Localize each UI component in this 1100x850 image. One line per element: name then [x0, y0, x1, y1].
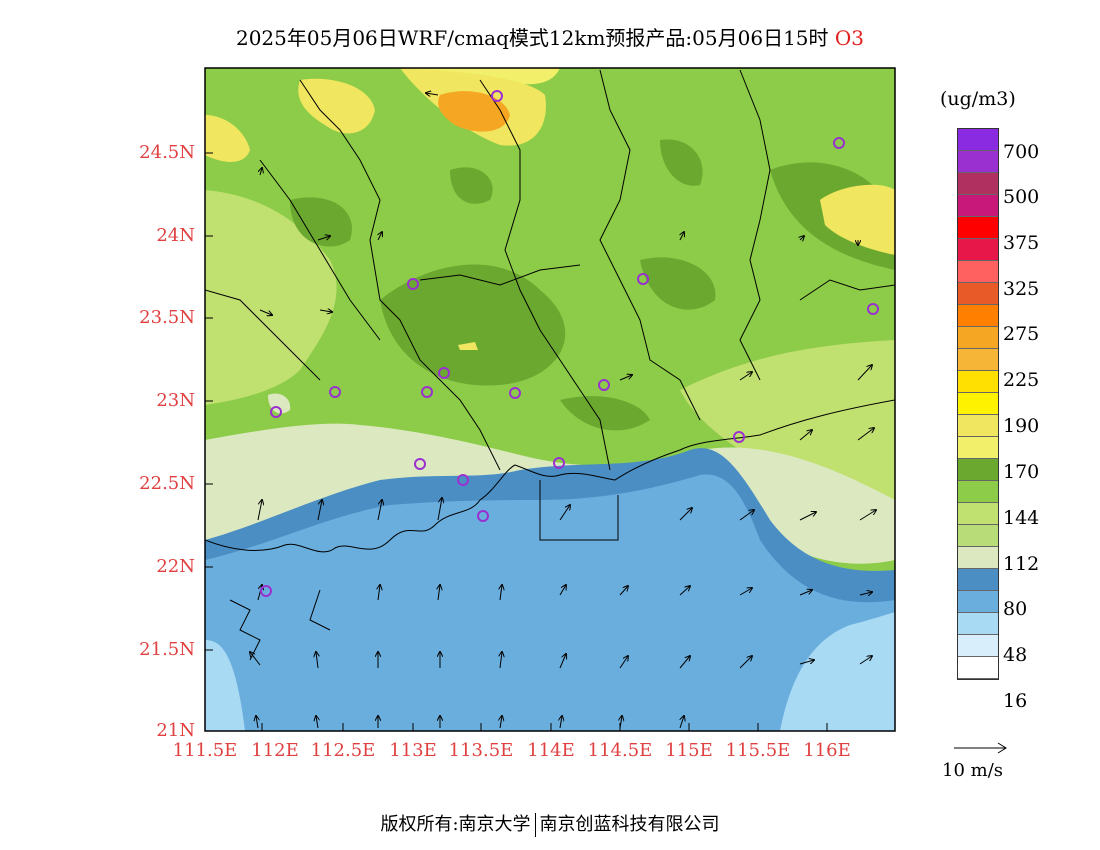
field-light-green-west — [205, 190, 337, 405]
lon-label: 113E — [389, 740, 437, 761]
colorbar-swatch — [958, 261, 998, 283]
colorbar-swatch — [958, 239, 998, 261]
lat-label: 21.5N — [139, 639, 195, 660]
colorbar-label: 144 — [1003, 507, 1040, 529]
colorbar-label: 170 — [1003, 461, 1040, 483]
colorbar-swatch — [958, 349, 998, 371]
field-blue-light-east — [780, 612, 895, 731]
colorbar-swatch — [958, 173, 998, 195]
lat-label: 24.5N — [139, 142, 195, 163]
colorbar-swatch — [958, 283, 998, 305]
admin-boundaries — [205, 69, 895, 661]
colorbar-label: 112 — [1003, 553, 1040, 575]
lon-label: 115E — [665, 740, 713, 761]
field-dark-green-ne — [640, 257, 716, 310]
field-yellow-east — [820, 184, 895, 255]
colorbar-label: 275 — [1003, 323, 1040, 345]
colorbar-swatch — [958, 415, 998, 437]
lat-label: 22N — [156, 556, 195, 577]
colorbar-swatch — [958, 459, 998, 481]
colorbar-label: 225 — [1003, 369, 1040, 391]
copyright-footer: 版权所有:南京大学 南京创蓝科技有限公司 — [0, 810, 1100, 837]
colorbar-swatch — [958, 525, 998, 547]
lat-label: 24N — [156, 225, 195, 246]
lon-label: 114E — [527, 740, 575, 761]
plot-frame — [204, 67, 896, 732]
colorbar — [957, 128, 999, 680]
colorbar-label: 325 — [1003, 278, 1040, 300]
colorbar-swatch — [958, 371, 998, 393]
colorbar-swatch — [958, 327, 998, 349]
field-orange-north — [438, 91, 510, 132]
footer-right: 南京创蓝科技有限公司 — [539, 814, 720, 835]
lat-label: 21N — [156, 720, 195, 741]
concentration-field — [205, 68, 895, 731]
reference-vector-label: 10 m/s — [942, 760, 1003, 781]
monitoring-stations — [260, 90, 879, 597]
field-dark-green-center — [380, 264, 566, 386]
wind-vectors — [250, 93, 876, 729]
colorbar-label: 80 — [1003, 598, 1028, 620]
colorbar-label: 190 — [1003, 415, 1040, 437]
colorbar-swatch — [958, 195, 998, 217]
colorbar-label: 375 — [1003, 232, 1040, 254]
lon-label: 115.5E — [725, 740, 791, 761]
reference-vector-arrow — [954, 742, 1007, 754]
colorbar-swatch — [958, 217, 998, 239]
colorbar-swatch — [958, 437, 998, 459]
colorbar-swatch — [958, 481, 998, 503]
lon-label: 114.5E — [587, 740, 653, 761]
lon-label: 112.5E — [310, 740, 376, 761]
footer-left: 版权所有:南京大学 — [380, 814, 531, 835]
colorbar-label: 16 — [1003, 690, 1028, 712]
lon-label: 116E — [803, 740, 851, 761]
colorbar-swatch — [958, 129, 998, 151]
colorbar-swatch — [958, 591, 998, 613]
colorbar-swatch — [958, 503, 998, 525]
colorbar-swatch — [958, 613, 998, 635]
lon-label: 112E — [251, 740, 299, 761]
colorbar-swatch — [958, 305, 998, 327]
colorbar-label: 48 — [1003, 644, 1028, 666]
colorbar-swatch — [958, 151, 998, 173]
colorbar-units: (ug/m3) — [940, 88, 1016, 110]
colorbar-swatch — [958, 657, 998, 679]
lat-label: 23.5N — [139, 307, 195, 328]
lon-label: 113.5E — [448, 740, 514, 761]
chart-title: 2025年05月06日WRF/cmaq模式12km预报产品:05月06日15时 … — [235, 26, 865, 50]
lat-label: 23N — [156, 390, 195, 411]
colorbar-label: 700 — [1003, 141, 1040, 163]
species-label: O3 — [834, 26, 865, 50]
field-blue-light-west — [205, 640, 245, 731]
lat-label: 22.5N — [139, 473, 195, 494]
footer-divider — [534, 813, 536, 837]
colorbar-swatch — [958, 547, 998, 569]
field-dark-green-nw — [290, 197, 352, 247]
colorbar-swatch — [958, 393, 998, 415]
colorbar-swatch — [958, 569, 998, 591]
colorbar-label: 500 — [1003, 186, 1040, 208]
colorbar-swatch — [958, 635, 998, 657]
lon-label: 111.5E — [172, 740, 238, 761]
axis-ticks — [205, 152, 828, 731]
